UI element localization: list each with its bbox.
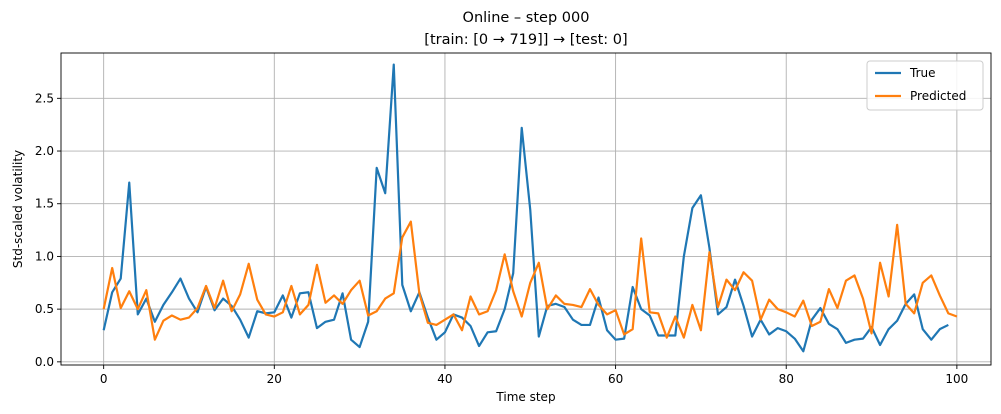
y-axis-label: Std-scaled volatility xyxy=(11,150,25,268)
legend: True Predicted xyxy=(866,60,984,111)
x-tick-label: 80 xyxy=(779,372,794,386)
series-line-true xyxy=(102,63,949,353)
y-tick-label: 2.5 xyxy=(35,91,54,105)
series-layer xyxy=(102,63,958,353)
plot-frame xyxy=(60,52,992,366)
chart-title: Online – step 000 xyxy=(463,10,590,26)
series-line-predicted xyxy=(102,220,958,341)
x-tick-label: 0 xyxy=(100,372,108,386)
y-tick-label: 0.0 xyxy=(35,355,54,369)
x-tick-label: 20 xyxy=(267,372,282,386)
legend-label-true: True xyxy=(909,66,936,80)
y-tick-label: 2.0 xyxy=(35,144,54,158)
y-tick-label: 0.5 xyxy=(35,302,54,316)
y-tick-label: 1.5 xyxy=(35,197,54,211)
ticks-layer: 0 20 40 60 80 100 0.0 0.5 1.0 1.5 2.0 2.5 xyxy=(35,91,968,386)
x-tick-label: 100 xyxy=(945,372,968,386)
x-tick-label: 40 xyxy=(437,372,452,386)
legend-label-predicted: Predicted xyxy=(910,89,966,103)
x-tick-label: 60 xyxy=(608,372,623,386)
x-axis-label: Time step xyxy=(495,390,555,404)
chart-subtitle: [train: [0 → 719]] → [test: 0] xyxy=(424,32,627,48)
y-tick-label: 1.0 xyxy=(35,249,54,263)
